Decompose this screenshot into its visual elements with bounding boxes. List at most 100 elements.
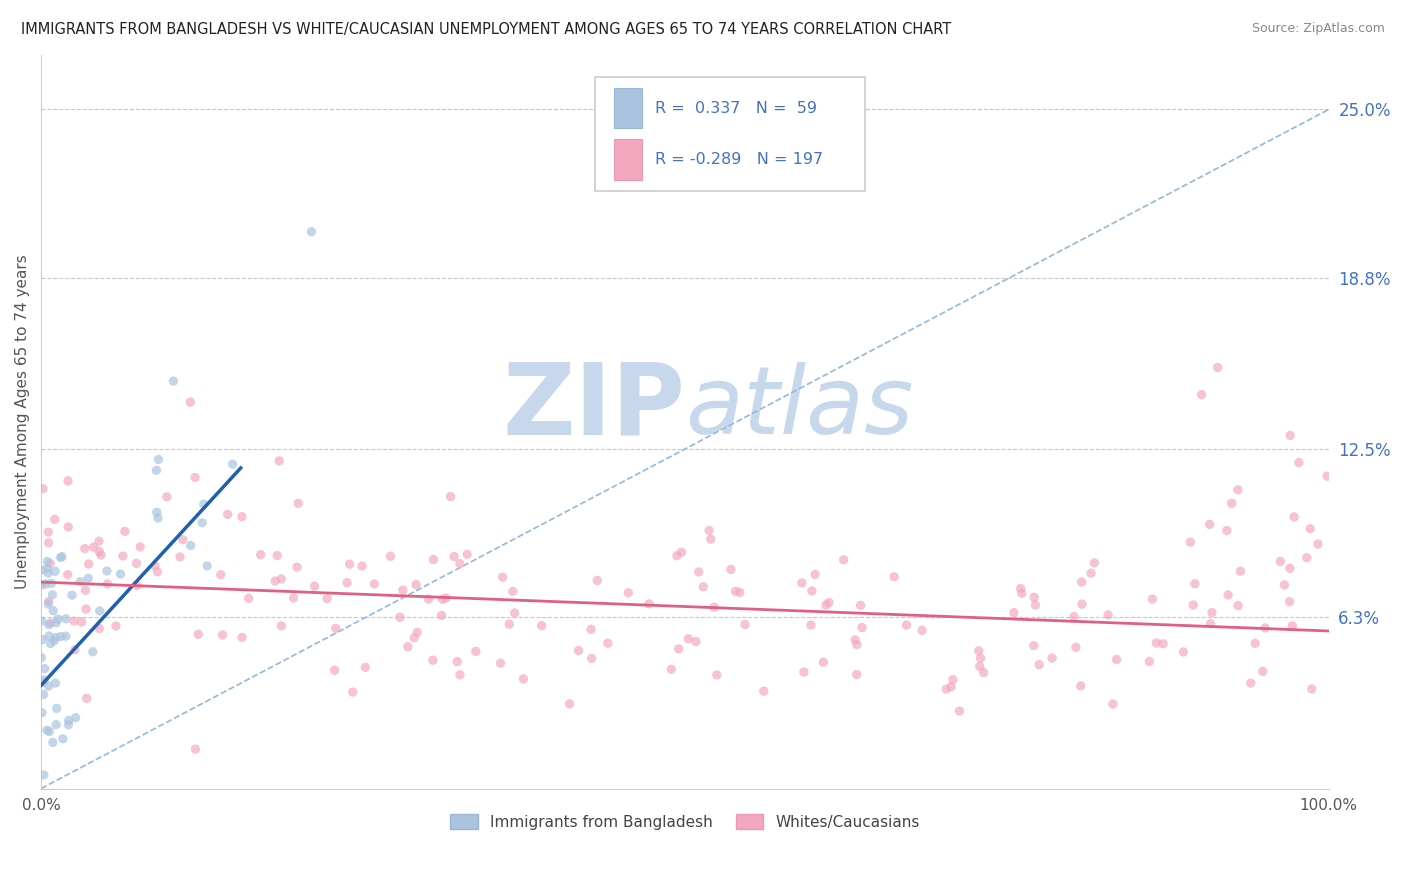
Point <box>104 619 127 633</box>
Point <box>69 574 91 589</box>
Point <box>38 629 60 643</box>
Point <box>264 574 287 588</box>
Point <box>31 632 53 647</box>
Point <box>1240 676 1263 690</box>
Point <box>41 576 63 591</box>
Point <box>270 619 292 633</box>
Point <box>269 454 291 468</box>
Point <box>304 579 326 593</box>
Point <box>1182 598 1205 612</box>
Point <box>558 697 581 711</box>
Point <box>1251 665 1274 679</box>
Point <box>832 553 855 567</box>
Point <box>31 614 53 628</box>
Point <box>845 638 868 652</box>
Point <box>30 650 52 665</box>
Point <box>1142 592 1164 607</box>
Point <box>1102 697 1125 711</box>
Point <box>316 591 339 606</box>
Point <box>1198 517 1220 532</box>
Point <box>76 691 98 706</box>
Point <box>31 706 53 720</box>
Point <box>266 549 288 563</box>
Point <box>339 557 361 571</box>
Point <box>270 572 292 586</box>
Point <box>193 497 215 511</box>
Point <box>38 536 60 550</box>
Point <box>63 642 86 657</box>
Point <box>1024 591 1046 605</box>
Point <box>1105 652 1128 666</box>
Point <box>336 575 359 590</box>
Point <box>671 545 693 559</box>
Point <box>156 490 179 504</box>
Point <box>45 717 67 731</box>
Point <box>969 659 991 673</box>
Point <box>45 701 67 715</box>
Point <box>688 565 710 579</box>
Point <box>184 742 207 756</box>
Point <box>63 614 86 628</box>
Point <box>396 640 419 654</box>
Point <box>39 637 62 651</box>
Point <box>89 604 111 618</box>
Point <box>579 623 602 637</box>
Point <box>1278 594 1301 608</box>
Point <box>58 717 80 731</box>
Point <box>31 563 53 577</box>
Point <box>44 512 66 526</box>
Point <box>1083 556 1105 570</box>
Point <box>1011 586 1033 600</box>
Point <box>638 597 661 611</box>
Point <box>37 566 59 581</box>
Point <box>697 524 720 538</box>
Point <box>231 509 253 524</box>
Point <box>60 588 83 602</box>
Point <box>967 644 990 658</box>
Point <box>287 496 309 510</box>
Point <box>110 567 132 582</box>
Point <box>941 680 963 694</box>
Point <box>89 622 111 636</box>
Point <box>530 618 553 632</box>
Point <box>209 567 232 582</box>
Point <box>804 567 827 582</box>
Point <box>145 505 167 519</box>
Point <box>793 665 815 679</box>
Point <box>586 574 609 588</box>
Point <box>301 225 323 239</box>
Point <box>942 673 965 687</box>
Point <box>37 561 59 575</box>
Point <box>342 685 364 699</box>
Point <box>422 552 444 566</box>
Point <box>1206 360 1229 375</box>
Point <box>38 724 60 739</box>
Text: Source: ZipAtlas.com: Source: ZipAtlas.com <box>1251 22 1385 36</box>
Point <box>1301 681 1323 696</box>
Point <box>1070 574 1092 589</box>
Point <box>422 653 444 667</box>
Point <box>145 463 167 477</box>
Point <box>75 602 97 616</box>
Point <box>32 482 55 496</box>
Point <box>49 550 72 565</box>
Point <box>948 704 970 718</box>
Point <box>404 631 426 645</box>
Point <box>1282 509 1305 524</box>
Point <box>685 634 707 648</box>
Point <box>1201 606 1223 620</box>
Point <box>35 723 58 738</box>
Point <box>1137 655 1160 669</box>
Point <box>800 583 823 598</box>
FancyBboxPatch shape <box>595 77 865 191</box>
Point <box>1299 522 1322 536</box>
Point <box>56 474 79 488</box>
Point <box>449 557 471 571</box>
Point <box>125 557 148 571</box>
Point <box>1180 535 1202 549</box>
Point <box>238 591 260 606</box>
Point <box>65 711 87 725</box>
Point <box>325 621 347 635</box>
Point <box>665 549 688 563</box>
Point <box>1199 616 1222 631</box>
